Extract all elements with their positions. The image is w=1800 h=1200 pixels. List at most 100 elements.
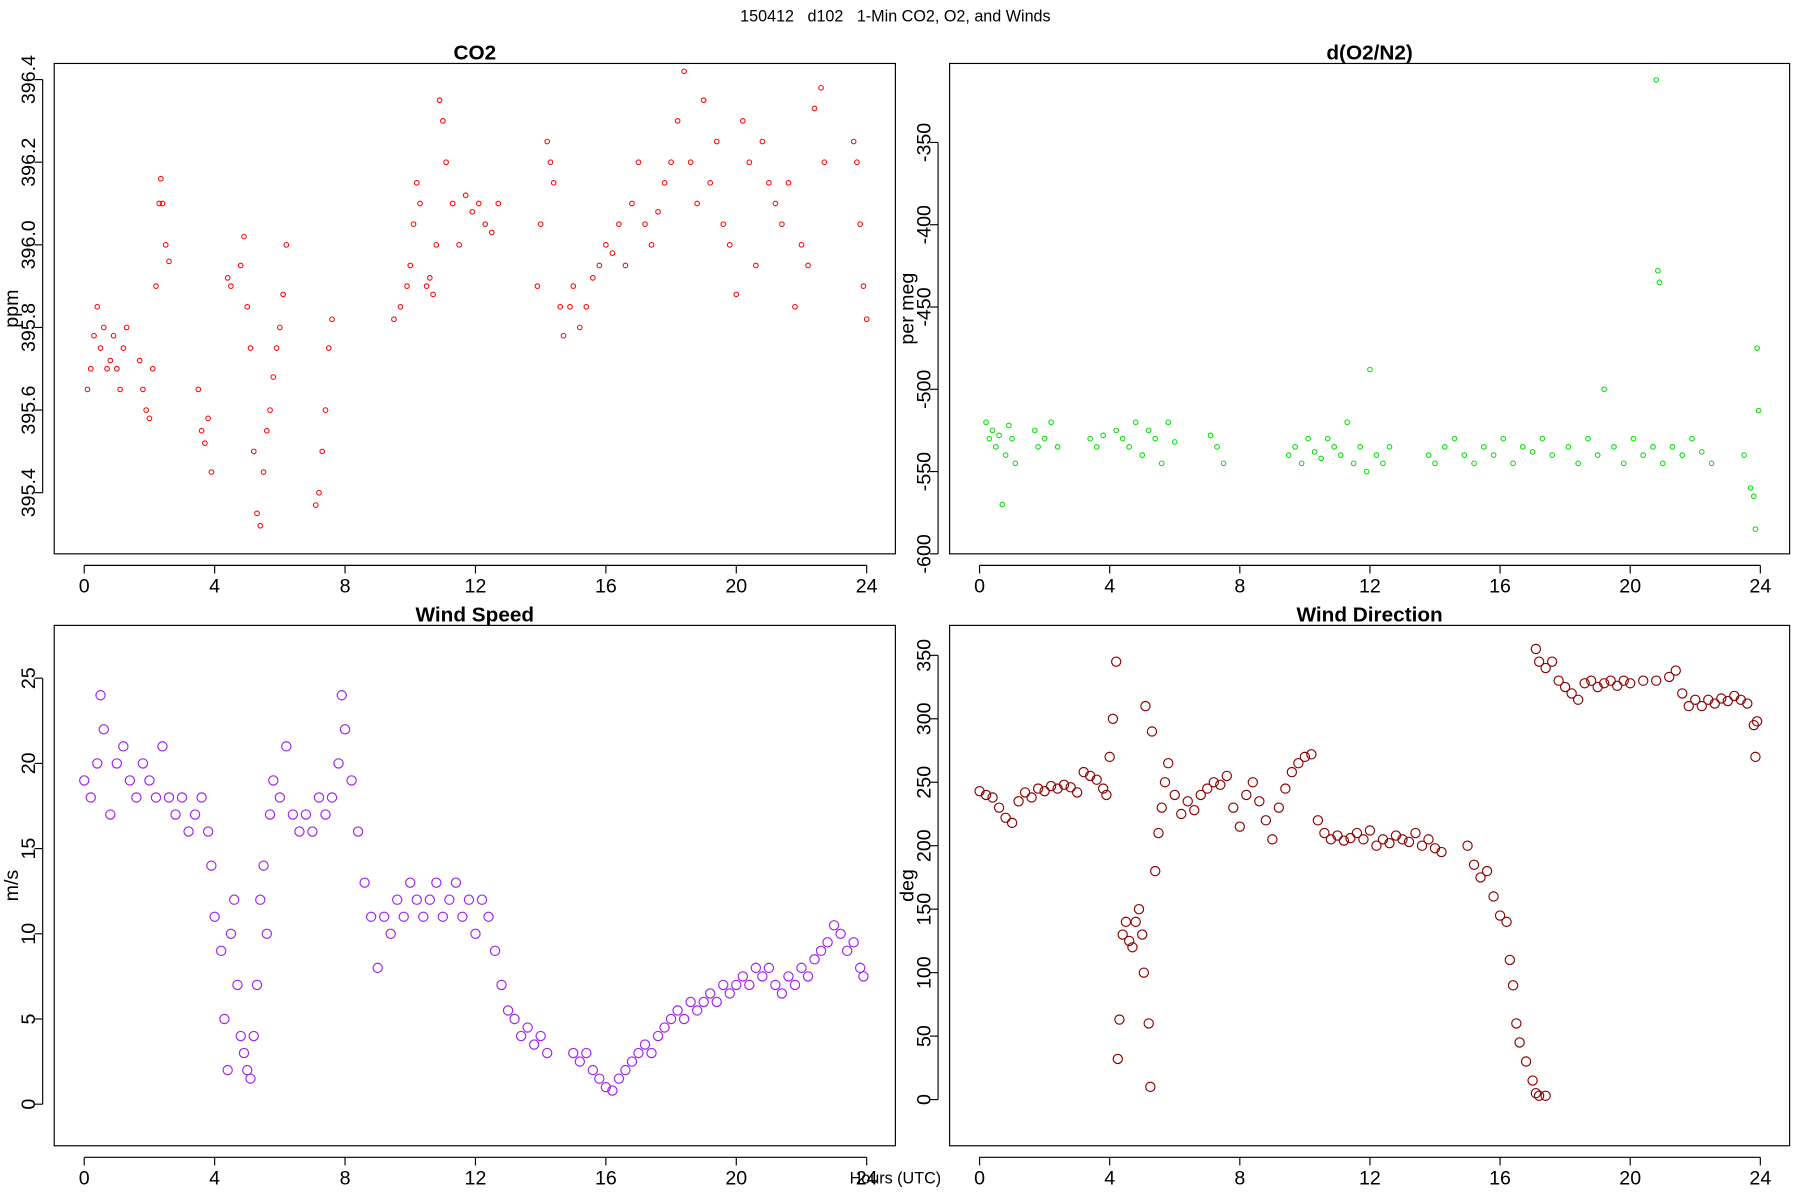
data-point (707, 180, 714, 186)
data-point (1689, 435, 1695, 442)
data-point (1500, 435, 1507, 442)
data-point (1371, 840, 1382, 851)
data-point (198, 427, 205, 434)
data-point (581, 1047, 592, 1059)
data-point (1553, 675, 1564, 686)
data-point (1363, 468, 1370, 475)
data-point (986, 435, 993, 442)
data-point (1286, 766, 1298, 778)
data-point (850, 138, 857, 145)
data-point (247, 345, 254, 351)
data-point (590, 275, 596, 281)
data-point (1019, 787, 1031, 798)
data-point (822, 937, 833, 948)
y-tick-label: 396.2 (18, 138, 40, 187)
plot-frame (53, 62, 896, 555)
data-point (744, 979, 755, 991)
data-point (1380, 460, 1386, 467)
x-tick-label: 0 (79, 575, 90, 597)
data-point (607, 1085, 618, 1096)
data-point (989, 427, 996, 434)
x-tick-label: 8 (1234, 1167, 1245, 1189)
data-point (1750, 751, 1761, 763)
data-point (1640, 452, 1647, 458)
data-point (783, 971, 794, 982)
data-point (1659, 460, 1666, 467)
data-point (626, 1056, 638, 1067)
data-point (320, 809, 331, 820)
data-point (397, 303, 404, 310)
data-point (385, 928, 396, 939)
data-point (144, 775, 155, 786)
data-point (613, 1073, 625, 1084)
data-point (1475, 872, 1486, 883)
data-point (336, 690, 347, 701)
data-point (1397, 834, 1408, 845)
data-point (685, 996, 696, 1008)
data-point (1091, 774, 1102, 785)
data-point (392, 894, 403, 905)
plot-frame (949, 624, 1791, 1147)
data-point (450, 877, 462, 888)
data-point (443, 159, 449, 166)
data-point (270, 374, 277, 380)
y-tick-label: 396.0 (18, 220, 40, 269)
data-point (1117, 929, 1128, 940)
data-point (1002, 452, 1009, 458)
data-point (1087, 435, 1093, 442)
data-point (726, 241, 733, 248)
data-point (772, 200, 779, 207)
data-point (665, 1013, 677, 1025)
data-point (863, 316, 870, 323)
data-point (1032, 783, 1044, 794)
data-point (854, 962, 866, 974)
data-point (322, 407, 329, 413)
data-point (1432, 460, 1438, 467)
data-point (1071, 787, 1083, 798)
y-tick-label: 300 (914, 702, 936, 735)
data-point (1754, 345, 1760, 351)
data-point (815, 945, 827, 957)
data-point (1742, 698, 1753, 709)
data-point (1514, 1037, 1525, 1048)
data-point (668, 159, 674, 166)
data-point (1146, 726, 1158, 737)
data-point (1520, 444, 1526, 450)
data-point (1171, 439, 1178, 445)
data-point (1679, 452, 1686, 458)
y-tick-label: 395.4 (18, 468, 40, 517)
data-point (104, 365, 110, 372)
y-tick-label: -350 (914, 123, 936, 162)
data-point (648, 241, 655, 248)
data-point (457, 911, 468, 922)
data-point (655, 208, 661, 215)
data-point (515, 1030, 527, 1042)
x-tick-label: 24 (1749, 575, 1771, 597)
data-point (1601, 386, 1608, 393)
data-point (280, 291, 286, 298)
data-point (1093, 444, 1100, 450)
data-point (1722, 695, 1733, 707)
data-point (731, 979, 742, 991)
panel-title: d(O2/N2) (1326, 42, 1412, 65)
data-point (1490, 452, 1497, 458)
data-point (1260, 815, 1272, 826)
data-point (94, 303, 101, 310)
data-point (620, 1064, 631, 1076)
data-point (1032, 427, 1038, 434)
data-point (1510, 460, 1516, 467)
x-tick-label: 8 (340, 1167, 351, 1189)
data-point (326, 792, 338, 803)
data-point (805, 262, 811, 269)
x-tick-label: 12 (1359, 575, 1381, 597)
x-tick-label: 0 (974, 1167, 985, 1189)
data-point (770, 979, 781, 991)
data-point (980, 789, 992, 801)
data-point (1677, 688, 1688, 699)
data-point (258, 860, 269, 871)
data-point (1386, 444, 1393, 450)
x-axis-label: Hours (UTC) (850, 1169, 941, 1187)
data-point (1247, 777, 1259, 788)
data-point (1150, 865, 1161, 877)
